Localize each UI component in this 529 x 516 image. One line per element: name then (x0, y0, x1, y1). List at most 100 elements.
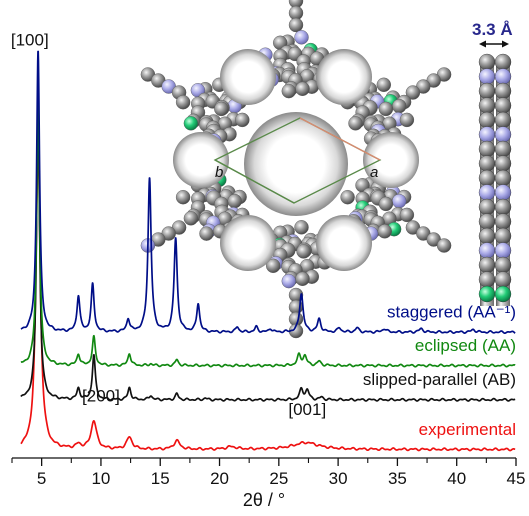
atom-sphere (296, 244, 311, 259)
atom-sphere (340, 189, 355, 205)
series-2-line (20, 100, 516, 368)
series-2-label: eclipsed (AA) (415, 336, 516, 355)
central-pore (244, 112, 348, 216)
x-tick-label: 5 (37, 469, 46, 488)
x-tick-label: 15 (151, 469, 170, 488)
atom-sphere (378, 101, 394, 117)
atom-sphere (436, 238, 452, 253)
stack-atom (494, 111, 512, 129)
side-pore (316, 215, 372, 271)
axis-a-label: a (370, 164, 378, 181)
stack-atom (494, 213, 512, 230)
axis-b-label: b (215, 164, 223, 181)
stack-atom (494, 256, 512, 274)
atom-sphere (294, 30, 309, 45)
series-3-label: staggered (AA⁻¹) (387, 303, 516, 322)
series-labels: experimental slipped-parallel (AB) eclipse… (363, 303, 516, 439)
stack-atom (494, 126, 512, 143)
atom-sphere (281, 273, 296, 289)
atom-sphere (281, 83, 296, 99)
series-0-line (20, 145, 516, 452)
side-pore (363, 132, 419, 188)
atom-sphere (295, 271, 310, 286)
x-axis-title: 2θ / ° (243, 490, 285, 510)
x-tick-label: 45 (507, 469, 526, 488)
peak-annotations: [100] [200] [001] (11, 30, 326, 419)
atom-sphere (392, 193, 407, 209)
atom-sphere (175, 189, 191, 205)
side-pore (173, 132, 229, 188)
atom-sphere (399, 112, 415, 128)
atom-sphere (348, 116, 363, 131)
stack-atom (478, 126, 496, 143)
atom-sphere (183, 116, 199, 131)
side-pore (220, 49, 276, 105)
stack-atom (478, 213, 496, 230)
stack-atom (478, 198, 496, 216)
atom-sphere (294, 220, 309, 235)
stack-atom (478, 256, 496, 274)
stack-atom (478, 285, 496, 303)
x-tick-label: 20 (210, 469, 229, 488)
stack-atom (478, 242, 496, 259)
atom-sphere (392, 98, 407, 114)
atom-sphere (175, 94, 191, 110)
atom-sphere (199, 226, 214, 241)
pxrd-traces (20, 50, 516, 452)
x-tick-label: 10 (91, 469, 110, 488)
stack-atom (478, 111, 496, 129)
stack-atom (478, 184, 496, 201)
atom-sphere (183, 211, 199, 226)
x-tick-label: 30 (329, 469, 348, 488)
atom-sphere (376, 77, 391, 93)
side-pore (316, 49, 372, 105)
peak-annotation: [200] (82, 387, 120, 406)
peak-annotation: [100] (11, 30, 49, 49)
x-axis: 5 10 15 20 25 30 35 40 45 (11, 457, 526, 488)
stack-atom (494, 155, 512, 172)
atom-sphere (378, 196, 394, 212)
atom-sphere (235, 112, 250, 128)
atom-sphere (227, 193, 242, 209)
stack-atom (494, 242, 512, 259)
x-tick-label: 25 (269, 469, 288, 488)
stack-atom (478, 169, 496, 187)
stack-atom (494, 198, 512, 216)
spacing-label: 3.3 Å (472, 20, 513, 39)
stack-atom (494, 53, 512, 71)
atom-sphere (405, 85, 421, 100)
side-pore (220, 215, 276, 271)
atom-sphere (266, 258, 281, 273)
series-1-line (20, 96, 516, 402)
atom-sphere (295, 81, 310, 97)
framework-structure-image: a b (140, 0, 452, 339)
x-tick-label: 40 (447, 469, 466, 488)
stack-atom (478, 227, 496, 245)
unit-cell (213, 117, 382, 204)
stack-atom (478, 155, 496, 172)
series-3-line (20, 50, 516, 335)
atom-sphere (214, 101, 229, 117)
stack-atom (494, 97, 512, 114)
atom-sphere (377, 224, 392, 239)
series-1-label: slipped-parallel (AB) (363, 370, 516, 389)
stack-atom (478, 97, 496, 114)
stack-atom (494, 82, 512, 100)
stack-atom (494, 227, 512, 245)
atom-sphere (288, 17, 304, 33)
stack-atom (494, 140, 512, 158)
stack-atom (478, 140, 496, 158)
x-tick-label: 35 (388, 469, 407, 488)
stack-atom (478, 68, 496, 85)
stack-atom (478, 82, 496, 100)
stack-atom (478, 53, 496, 71)
stack-atom (478, 271, 496, 288)
stacking-view-image: 3.3 Å (472, 20, 513, 306)
peak-annotation: [001] (288, 400, 326, 419)
stack-atom (494, 285, 512, 303)
stack-atom (494, 271, 512, 288)
atom-sphere (399, 207, 415, 223)
stack-atom (494, 184, 512, 201)
stack-atom (494, 169, 512, 187)
